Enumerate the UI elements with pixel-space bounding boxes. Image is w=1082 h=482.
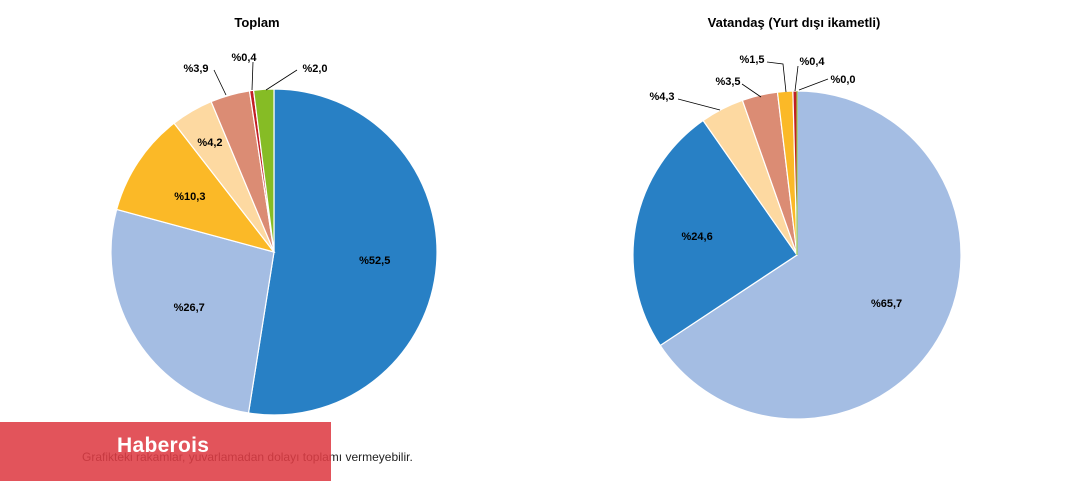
watermark-logo: Haberois (117, 434, 210, 457)
slice-data-label: %3,9 (183, 63, 208, 75)
pie-slice (252, 88, 275, 253)
leader-line (265, 69, 298, 91)
slice-data-label: %0,0 (830, 74, 855, 86)
slice-data-label: %4,2 (197, 137, 222, 149)
slice-data-label: %52,5 (359, 255, 390, 267)
slice-data-label: %2,0 (302, 63, 327, 75)
slice-data-label: %0,4 (799, 56, 825, 68)
leader-line (251, 61, 254, 91)
slice-data-label: %1,5 (739, 54, 764, 66)
leader-line (741, 83, 762, 98)
leader-line (766, 61, 787, 93)
leader-line (213, 69, 227, 96)
watermark-banner (0, 422, 331, 481)
slice-data-label: %26,7 (174, 302, 205, 314)
pie-slice (632, 119, 798, 347)
chart-title-vatandas: Vatandaş (Yurt dışı ikametli) (707, 15, 881, 30)
slice-data-label: %0,4 (231, 52, 257, 64)
pie-slice (247, 88, 438, 416)
leader-line (794, 65, 799, 92)
slice-data-label: %65,7 (871, 298, 902, 310)
pie-slice (110, 208, 275, 414)
slice-data-label: %10,3 (174, 191, 205, 203)
pie-slice (659, 90, 962, 420)
slice-data-label: %24,6 (682, 231, 713, 243)
pie-slice (115, 122, 276, 254)
chart-title-toplam: Toplam (234, 15, 280, 30)
slice-data-label: %3,5 (715, 76, 740, 88)
leader-line (798, 78, 829, 91)
slice-data-label: %4,3 (649, 91, 674, 103)
leader-line (677, 98, 721, 111)
